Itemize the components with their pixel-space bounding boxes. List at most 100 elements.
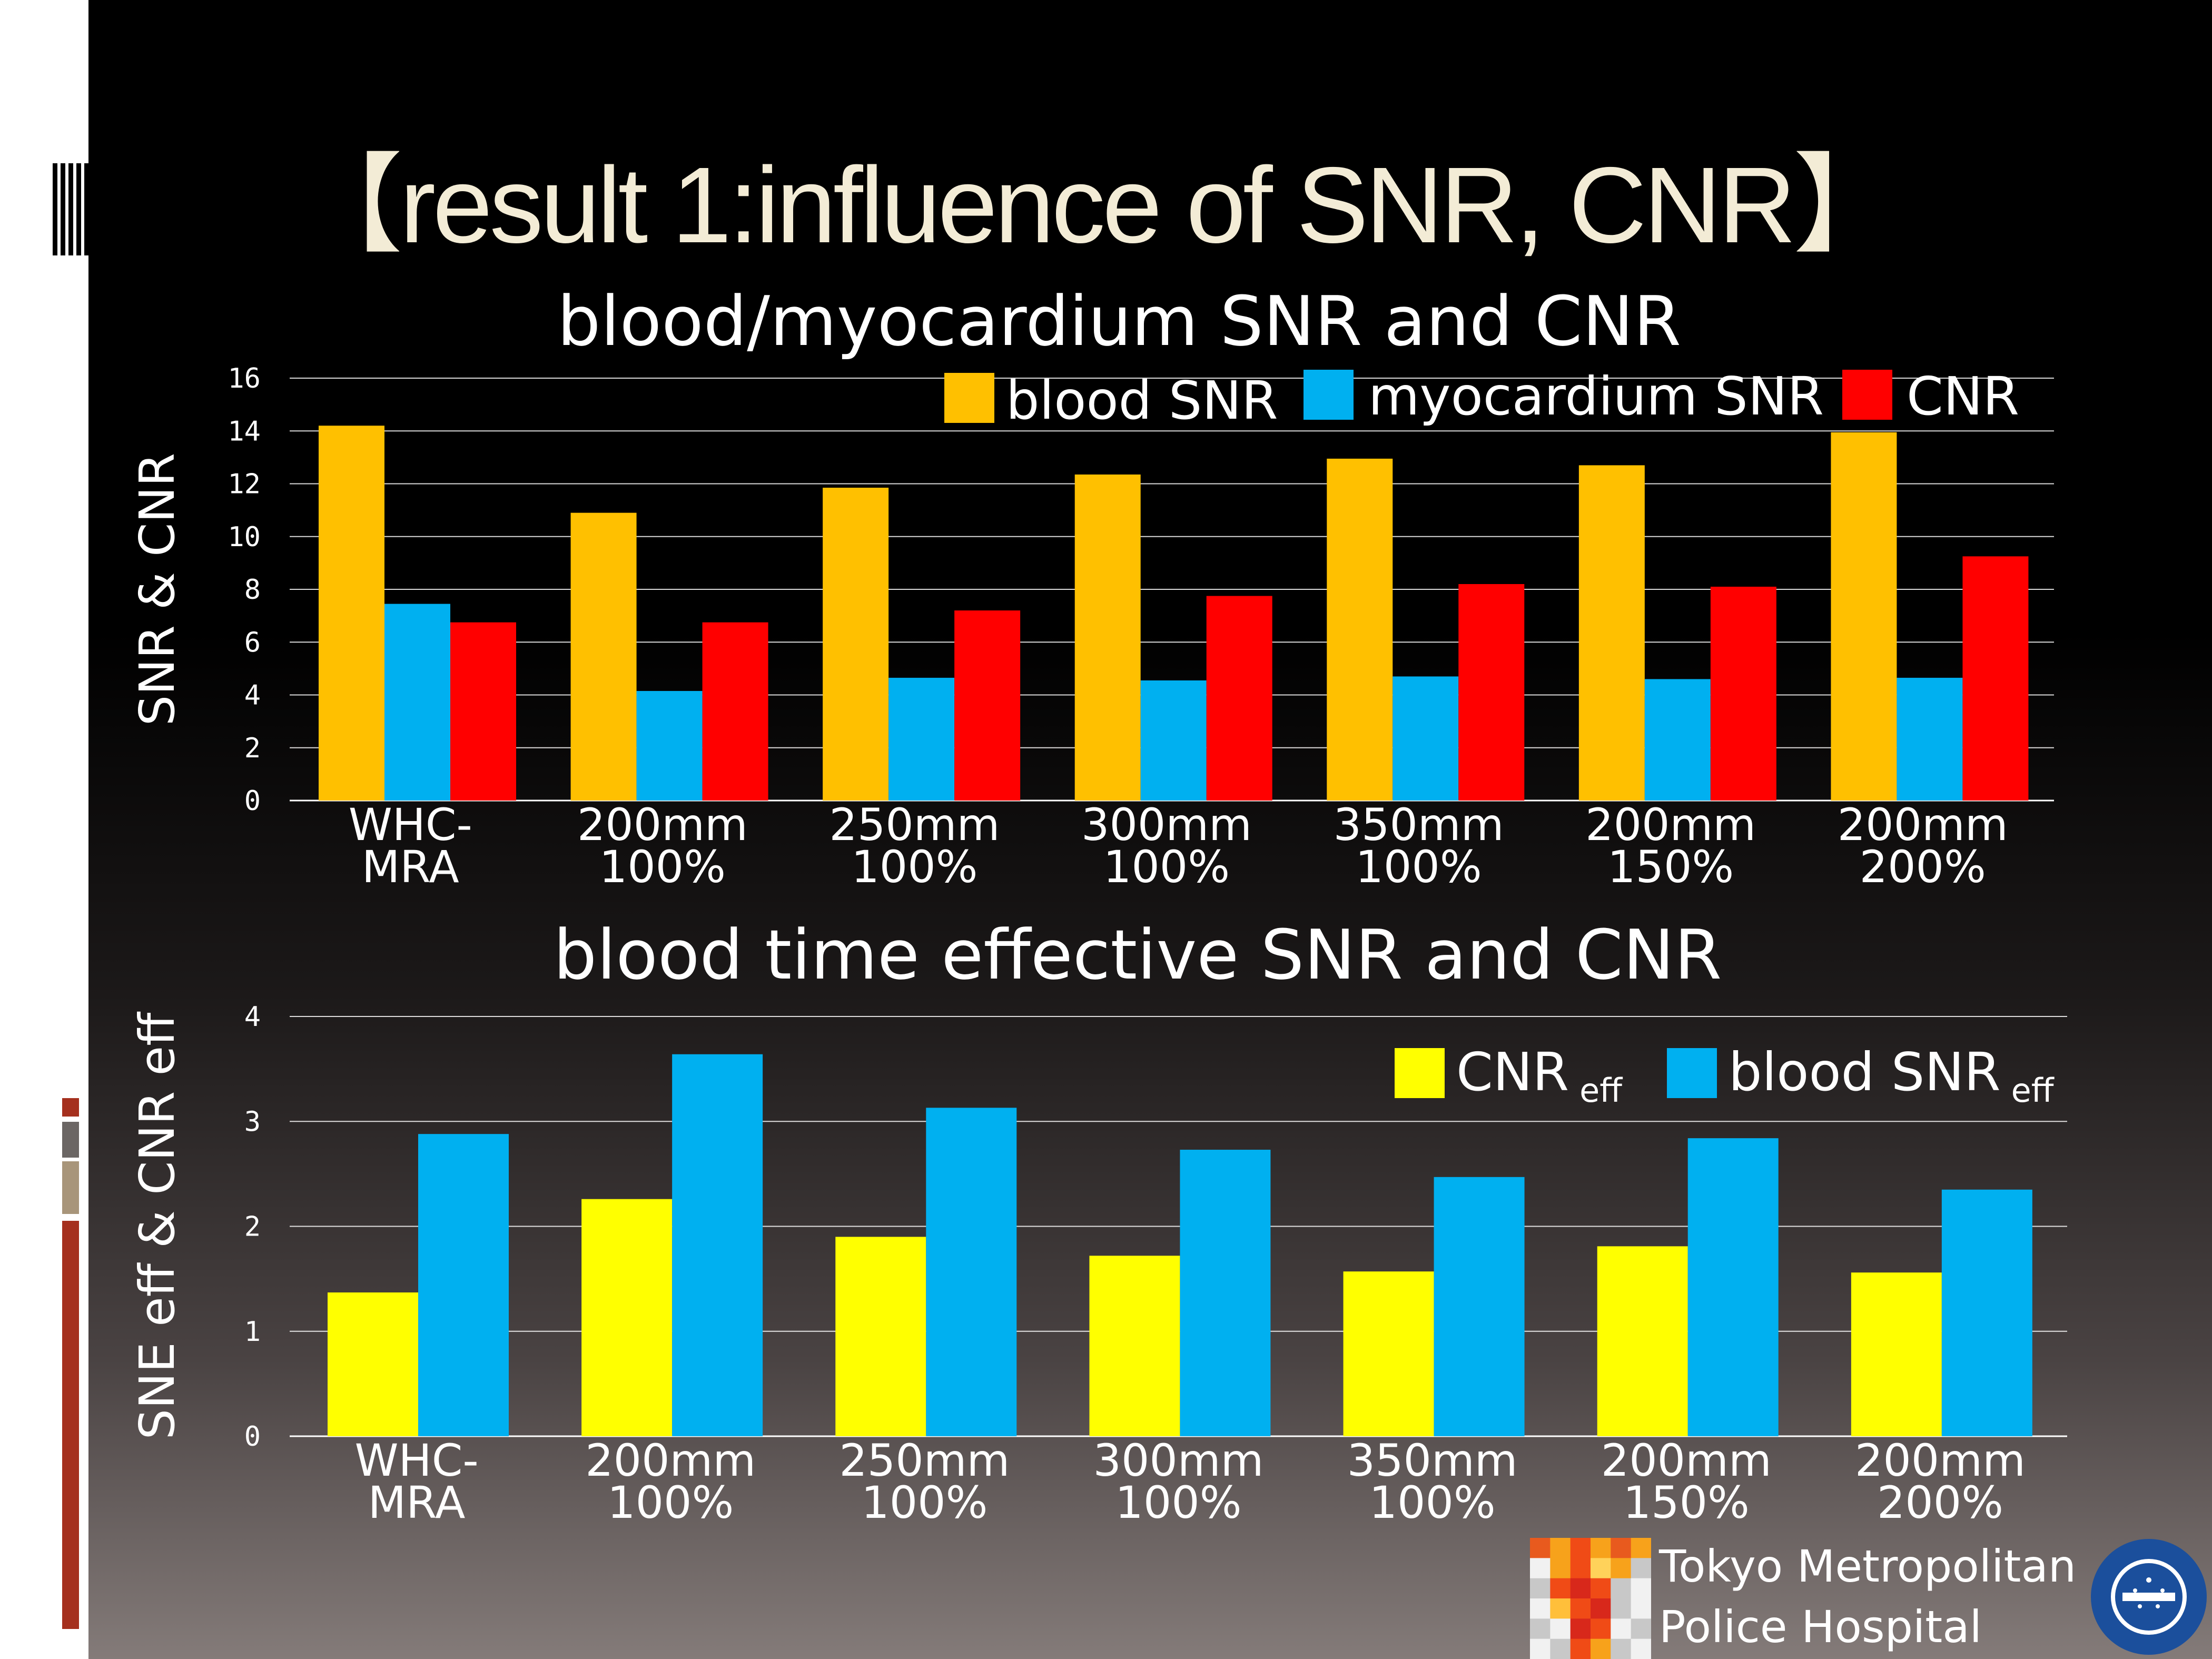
x-category-label: 300mm: [1093, 1435, 1264, 1486]
sidebar-block-red-small: [62, 1098, 79, 1117]
logo-cell: [1570, 1538, 1591, 1558]
logo-cell: [1631, 1558, 1651, 1579]
x-category-label: 100%: [607, 1477, 734, 1528]
y-tick-label: 3: [244, 1106, 261, 1138]
chart-title: blood/myocardium SNR and CNR: [557, 281, 1681, 361]
x-category-label: 200%: [1860, 841, 1986, 893]
x-category-label: 200mm: [1601, 1435, 1772, 1486]
logo-cell: [1570, 1618, 1591, 1640]
x-category-label: 100%: [1369, 1477, 1496, 1528]
y-tick-label: 4: [244, 1001, 261, 1033]
logo-cell: [1530, 1638, 1551, 1659]
bar: [1434, 1177, 1525, 1436]
hospital-name-line1: Tokyo Metropolitan: [1659, 1540, 2077, 1592]
y-tick-label: 8: [244, 574, 261, 606]
bar: [581, 1199, 673, 1436]
bar: [1831, 432, 1897, 801]
legend-swatch: [1395, 1048, 1445, 1098]
x-category-label: 350mm: [1347, 1435, 1518, 1486]
bar: [1644, 679, 1711, 801]
bar: [1180, 1150, 1271, 1436]
logo-cell: [1550, 1558, 1571, 1579]
logo-cell: [1570, 1558, 1591, 1579]
bar: [888, 677, 955, 801]
x-category-label: 250mm: [829, 799, 1000, 851]
sidebar-top-decoration: [53, 163, 88, 255]
logo-cell: [1611, 1538, 1632, 1558]
x-category-label: WHC-: [354, 1435, 478, 1486]
x-category-label: 100%: [861, 1477, 987, 1528]
y-axis-label: SNR & CNR: [129, 453, 185, 726]
legend-label: CNR: [1907, 366, 2019, 427]
legend-subscript: eff: [1579, 1071, 1623, 1110]
legend-swatch: [1303, 370, 1354, 420]
y-tick-label: 1: [244, 1316, 261, 1348]
sidebar-strip: [0, 0, 88, 1659]
logo-cell: [1530, 1598, 1551, 1619]
logo-cell: [1591, 1618, 1611, 1640]
logo-cell: [1611, 1558, 1632, 1579]
bar: [319, 426, 384, 801]
bar: [1074, 474, 1141, 801]
logo-cell: [1530, 1538, 1551, 1558]
sidebar-block-tan: [62, 1161, 79, 1214]
logo-cell: [1591, 1538, 1611, 1558]
bar: [1140, 680, 1207, 801]
logo-cell: [1631, 1638, 1651, 1659]
y-tick-label: 14: [228, 416, 261, 447]
bar: [570, 512, 637, 801]
x-category-label: 200mm: [585, 1435, 756, 1486]
x-category-label: 150%: [1607, 841, 1734, 893]
logo-cell: [1591, 1598, 1611, 1619]
x-category-label: 150%: [1623, 1477, 1750, 1528]
bar: [954, 610, 1021, 801]
logo-cell: [1550, 1598, 1571, 1619]
legend-subscript: eff: [2011, 1071, 2055, 1110]
legend-label: myocardium SNR: [1368, 366, 1824, 427]
x-category-label: 200mm: [1838, 799, 2008, 851]
bar: [1206, 596, 1272, 801]
logo-cell: [1530, 1558, 1551, 1579]
x-category-label: 100%: [1115, 1477, 1241, 1528]
bar: [1710, 586, 1776, 801]
title-text: result 1:influence of SNR, CNR: [400, 145, 1796, 265]
sidebar-block-red-long: [62, 1221, 79, 1629]
bar: [1327, 458, 1393, 801]
title-bracket-open: 【: [295, 143, 403, 268]
bar: [1851, 1272, 1942, 1436]
y-tick-label: 16: [228, 363, 261, 394]
legend-label: CNR eff: [1456, 1041, 1623, 1110]
x-category-label: 100%: [1355, 841, 1482, 893]
logo-cell: [1611, 1638, 1632, 1659]
logo-cell: [1611, 1618, 1632, 1640]
x-category-label: 200mm: [1585, 799, 1756, 851]
x-category-label: MRA: [368, 1477, 466, 1528]
bar: [450, 622, 516, 801]
bar: [1687, 1138, 1779, 1436]
bar: [702, 622, 768, 801]
bar: [823, 488, 889, 801]
bar: [835, 1237, 926, 1436]
y-tick-label: 4: [244, 680, 261, 712]
logo-cell: [1631, 1538, 1651, 1558]
logo-cell: [1550, 1618, 1571, 1640]
logo-cell: [1631, 1618, 1651, 1640]
x-category-label: 300mm: [1081, 799, 1252, 851]
x-category-label: 100%: [599, 841, 726, 893]
bar: [1458, 584, 1525, 801]
university-seal: [2091, 1539, 2207, 1655]
y-tick-label: 6: [244, 627, 261, 658]
legend-label: blood SNR eff: [1729, 1041, 2055, 1110]
logo-cell: [1530, 1618, 1551, 1640]
bar: [1897, 677, 1963, 801]
logo-cell: [1611, 1598, 1632, 1619]
y-tick-label: 0: [244, 1421, 261, 1453]
bar: [1578, 465, 1645, 801]
y-tick-label: 12: [228, 469, 261, 500]
bar: [636, 690, 703, 801]
y-tick-label: 10: [228, 521, 261, 553]
x-category-label: WHC-: [349, 799, 472, 851]
logo-cell: [1591, 1558, 1611, 1579]
logo-cell: [1570, 1578, 1591, 1599]
